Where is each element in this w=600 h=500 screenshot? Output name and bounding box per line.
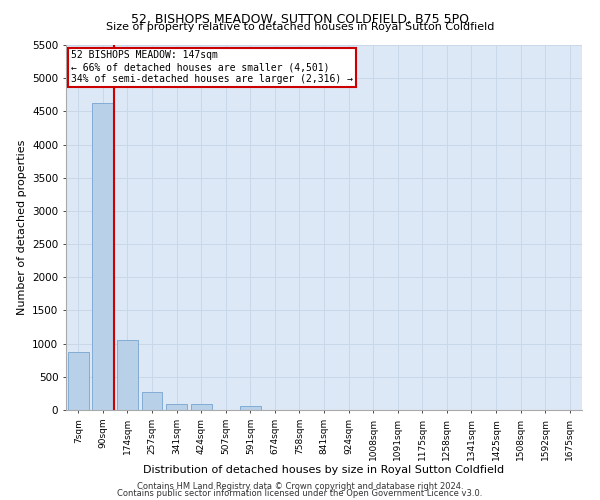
- Text: Contains public sector information licensed under the Open Government Licence v3: Contains public sector information licen…: [118, 489, 482, 498]
- Bar: [240, 406, 261, 410]
- Text: Size of property relative to detached houses in Royal Sutton Coldfield: Size of property relative to detached ho…: [106, 22, 494, 32]
- Bar: [166, 404, 187, 410]
- Bar: [117, 340, 138, 410]
- Bar: [92, 104, 113, 410]
- Text: Contains HM Land Registry data © Crown copyright and database right 2024.: Contains HM Land Registry data © Crown c…: [137, 482, 463, 491]
- Text: 52, BISHOPS MEADOW, SUTTON COLDFIELD, B75 5PQ: 52, BISHOPS MEADOW, SUTTON COLDFIELD, B7…: [131, 12, 469, 26]
- Bar: [68, 352, 89, 410]
- Bar: [191, 404, 212, 410]
- X-axis label: Distribution of detached houses by size in Royal Sutton Coldfield: Distribution of detached houses by size …: [143, 466, 505, 475]
- Y-axis label: Number of detached properties: Number of detached properties: [17, 140, 26, 315]
- Text: 52 BISHOPS MEADOW: 147sqm
← 66% of detached houses are smaller (4,501)
34% of se: 52 BISHOPS MEADOW: 147sqm ← 66% of detac…: [71, 50, 353, 84]
- Bar: [142, 392, 163, 410]
